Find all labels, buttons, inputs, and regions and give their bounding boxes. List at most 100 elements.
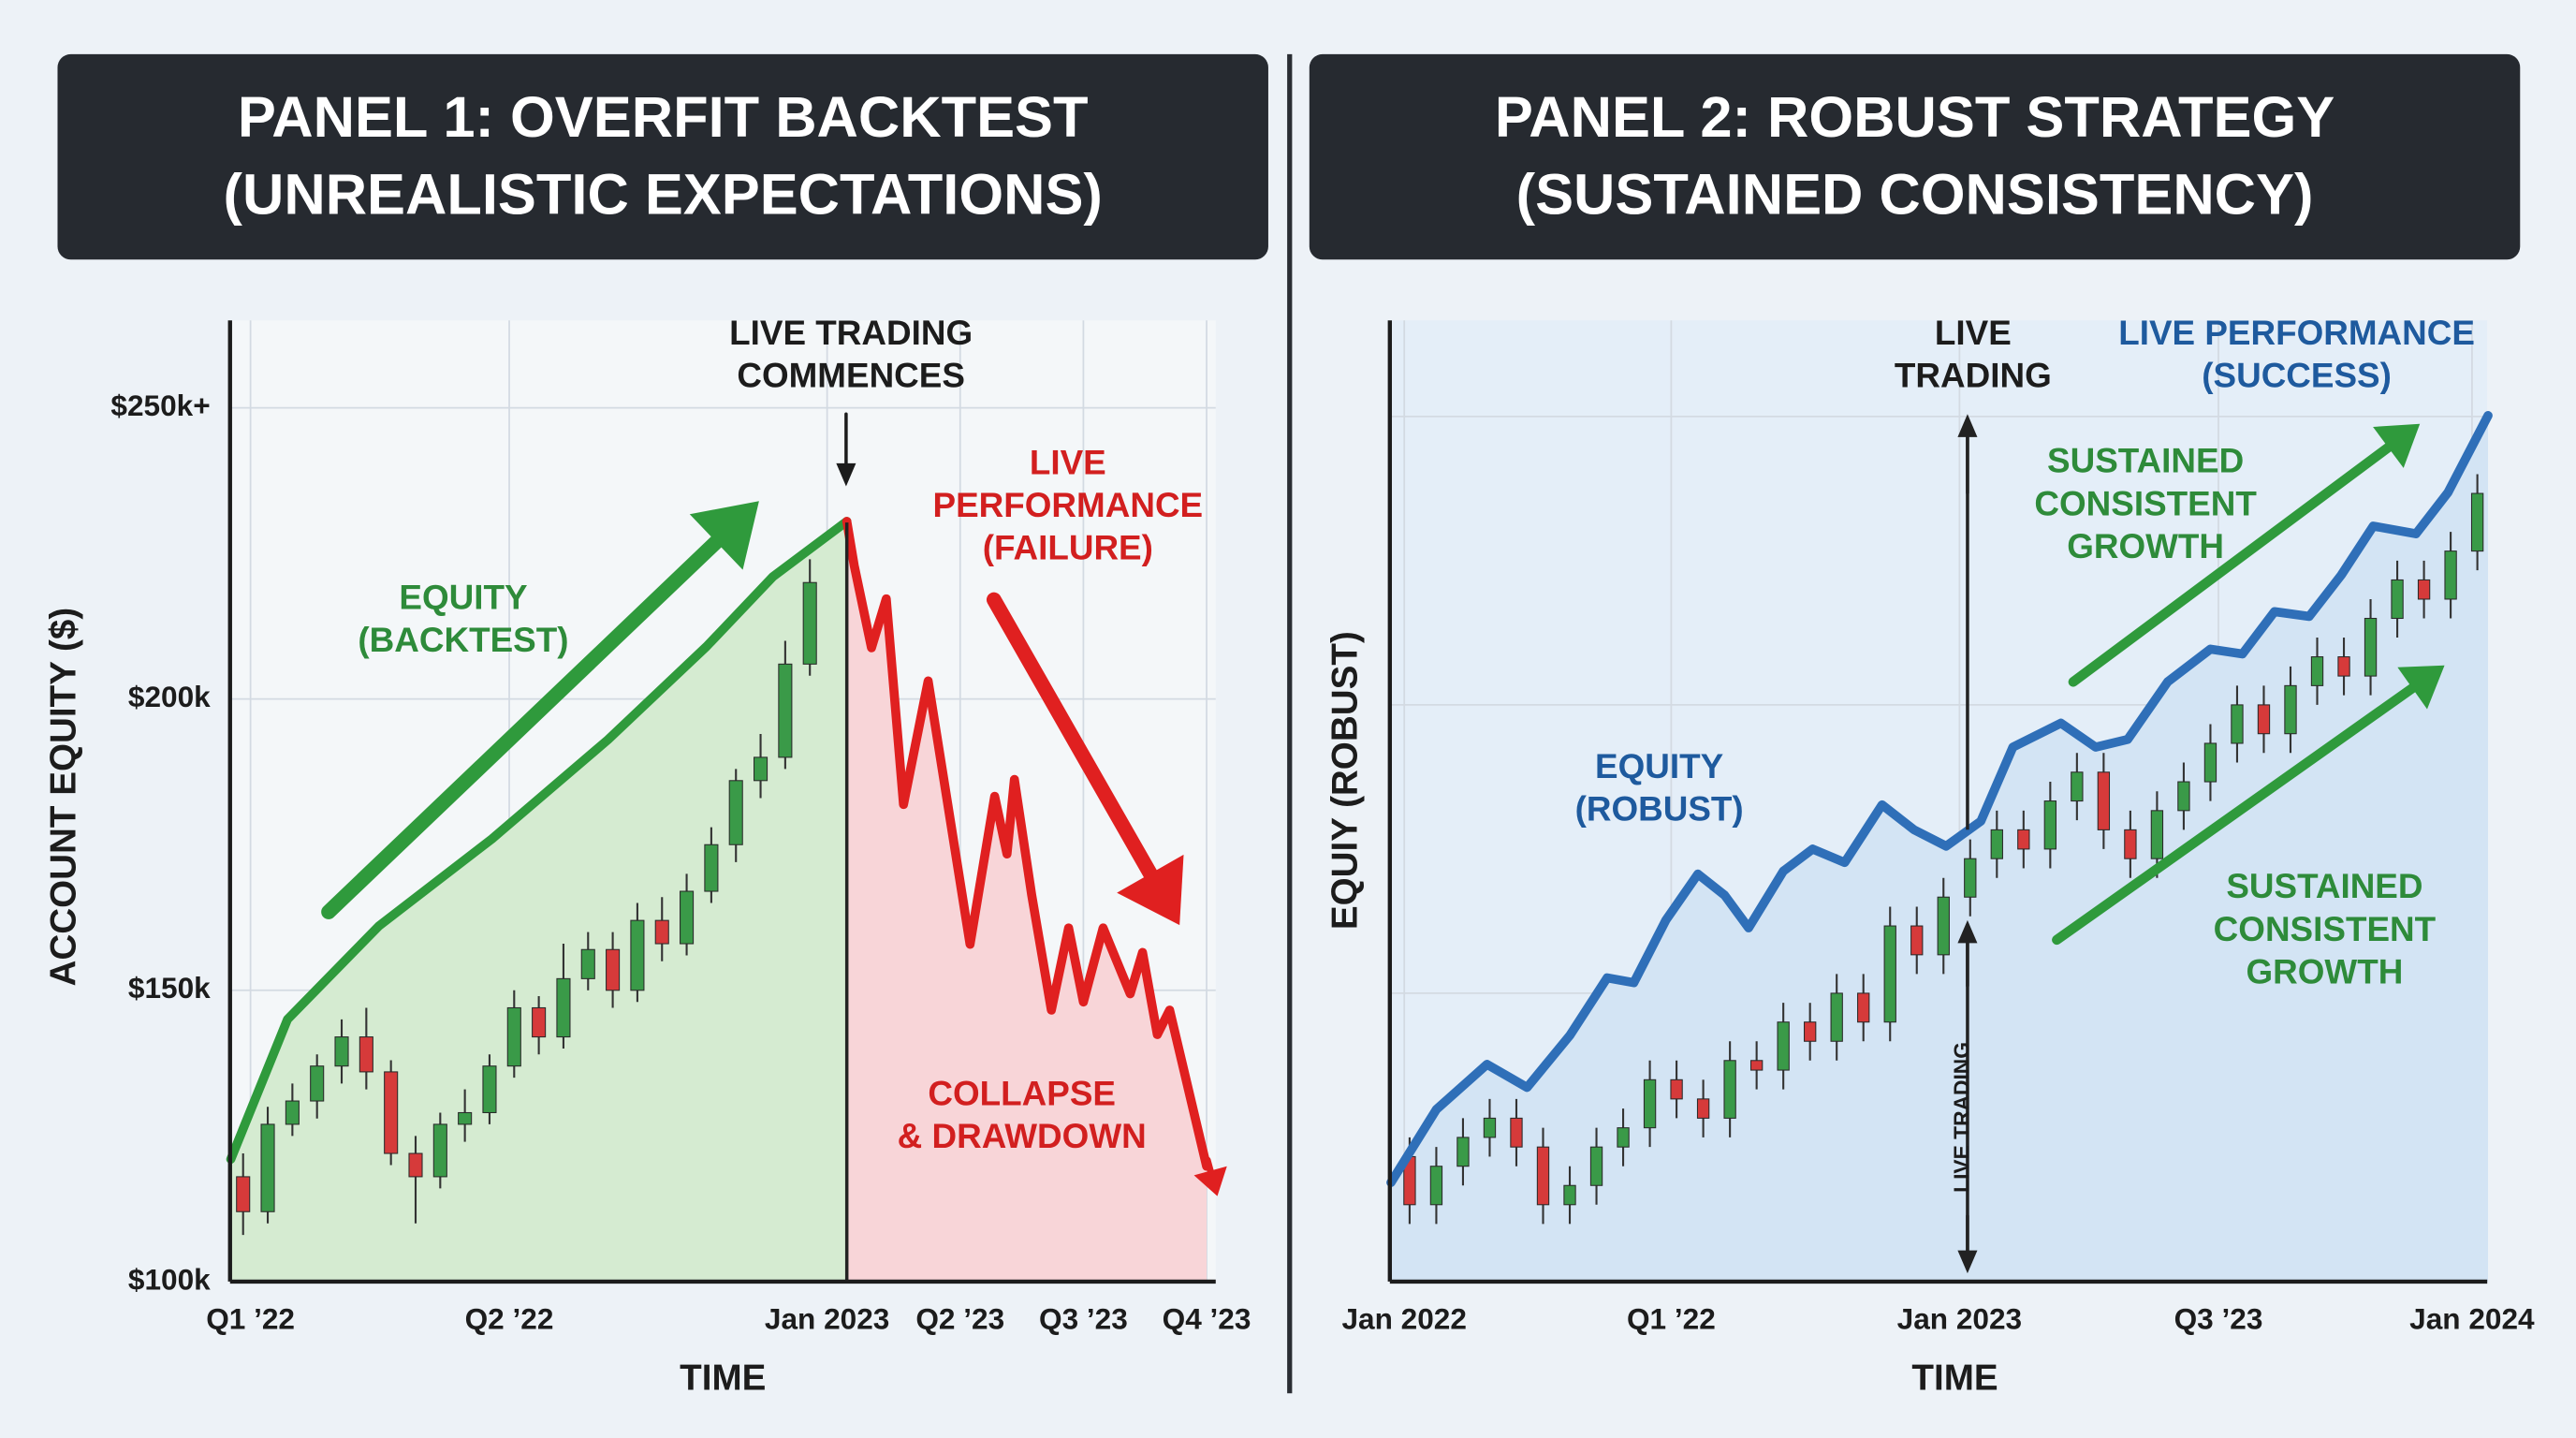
arrow-shaft — [2068, 442, 2393, 687]
annotation: SUSTAINED — [2226, 867, 2422, 905]
candle-body — [1483, 1117, 1497, 1138]
x-axis-label: TIME — [680, 1357, 766, 1398]
annotation: SUSTAINED — [2047, 442, 2244, 480]
candle-body — [2391, 579, 2404, 620]
annotation: COMMENCES — [737, 356, 965, 394]
x-tick-label: Q3 ’23 — [2174, 1301, 2263, 1335]
annotation: GROWTH — [2067, 527, 2224, 565]
x-tick-label: Q1 ’22 — [1627, 1301, 1716, 1335]
annotation: TRADING — [1895, 356, 2052, 394]
annotation: CONSISTENT — [2034, 484, 2257, 522]
equity-line — [842, 517, 1211, 1171]
title-box — [1309, 53, 2521, 260]
candle-body — [310, 1065, 325, 1102]
x-tick-label: Q3 ’23 — [1039, 1301, 1128, 1335]
candle-body — [2097, 771, 2111, 830]
candle-body — [704, 844, 719, 892]
candle-body — [802, 581, 817, 665]
candle-body — [1429, 1166, 1443, 1206]
candle-body — [630, 919, 645, 991]
annotation: EQUITY — [1595, 747, 1723, 785]
candle-body — [754, 756, 768, 782]
annotation: PERFORMANCE — [933, 486, 1204, 524]
arrow-head — [2373, 423, 2421, 468]
area — [846, 521, 1208, 1282]
candle-body — [285, 1100, 300, 1125]
x-tick-label: Jan 2023 — [1897, 1301, 2022, 1335]
annotation: (BACKTEST) — [358, 621, 568, 659]
candle-body — [1830, 992, 1843, 1042]
candle-body — [1777, 1021, 1790, 1071]
annotation: LIVE TRADING — [1949, 1042, 1973, 1193]
candle-body — [654, 919, 669, 945]
candle-body — [580, 948, 595, 979]
candle-body — [260, 1123, 275, 1212]
y-axis-label: EQUIY (ROBUST) — [1325, 631, 1365, 930]
x-tick-label: Q1 ’22 — [206, 1301, 295, 1335]
candle-body — [1696, 1098, 1710, 1119]
equity-line — [226, 517, 852, 1165]
panel-title: (SUSTAINED CONSISTENCY) — [1516, 163, 2314, 227]
annotation: LIVE — [1030, 443, 1106, 481]
candle-body — [1937, 896, 1950, 956]
candle-body — [2470, 492, 2484, 552]
arrow-shaft — [2052, 682, 2418, 946]
candle-body — [556, 977, 571, 1038]
arrow-head — [1193, 1166, 1227, 1196]
panel-title: PANEL 1: OVERFIT BACKTEST — [238, 85, 1089, 150]
x-tick-label: Jan 2024 — [2409, 1301, 2535, 1335]
arrow-head — [689, 501, 759, 570]
annotation: (SUCCESS) — [2202, 356, 2392, 394]
candle-body — [334, 1036, 349, 1067]
candle-body — [2150, 810, 2164, 859]
candle-body — [1643, 1078, 1657, 1129]
candle-body — [482, 1065, 497, 1113]
candle-body — [1670, 1078, 1683, 1100]
panel-title: PANEL 2: ROBUST STRATEGY — [1495, 85, 2334, 150]
annotation: (FAILURE) — [983, 529, 1153, 567]
x-tick-label: Q2 ’22 — [465, 1301, 554, 1335]
y-axis-label: ACCOUNT EQUITY ($) — [43, 608, 83, 987]
annotation: LIVE TRADING — [729, 314, 973, 352]
y-tick-label: $250k+ — [110, 389, 210, 422]
arrow-head — [1957, 1250, 1978, 1274]
panel-title: (UNREALISTIC EXPECTATIONS) — [224, 163, 1103, 227]
candle-body — [2310, 656, 2324, 686]
candle-body — [1510, 1117, 1523, 1148]
candle-body — [2017, 829, 2030, 850]
candle-body — [2043, 800, 2057, 850]
arrow-head — [836, 462, 856, 487]
candle-body — [2257, 704, 2271, 735]
candle-body — [728, 780, 743, 845]
candle-body — [1857, 992, 1870, 1023]
candle-body — [1990, 829, 2003, 859]
arrow-shaft — [986, 592, 1158, 882]
annotation: LIVE PERFORMANCE — [2118, 314, 2475, 352]
annotation: CONSISTENT — [2214, 910, 2437, 948]
y-tick-label: $150k — [128, 971, 211, 1005]
candle-body — [2364, 617, 2378, 677]
candle-body — [2071, 771, 2084, 802]
arrow-head — [1957, 919, 1978, 944]
candle-body — [1456, 1137, 1470, 1167]
candle-body — [2231, 704, 2244, 744]
candle-body — [458, 1111, 473, 1125]
candle-body — [1964, 858, 1977, 898]
candle-body — [1563, 1184, 1576, 1206]
x-tick-label: Jan 2022 — [1341, 1301, 1466, 1335]
annotation: LIVE — [1935, 314, 2012, 352]
candle-body — [2203, 742, 2217, 783]
annotation: (ROBUST) — [1575, 790, 1744, 829]
arrow-head — [1957, 414, 1978, 437]
arrow-head — [2397, 665, 2445, 710]
candle-body — [1536, 1146, 1550, 1206]
candle-body — [1804, 1021, 1817, 1042]
candle-body — [1910, 925, 1924, 956]
candle-body — [2337, 656, 2350, 677]
candle-body — [384, 1071, 399, 1154]
x-tick-label: Q4 ’23 — [1163, 1301, 1251, 1335]
candle-body — [532, 1006, 547, 1038]
annotation: COLLAPSE — [928, 1074, 1116, 1112]
candle-body — [2417, 579, 2431, 600]
